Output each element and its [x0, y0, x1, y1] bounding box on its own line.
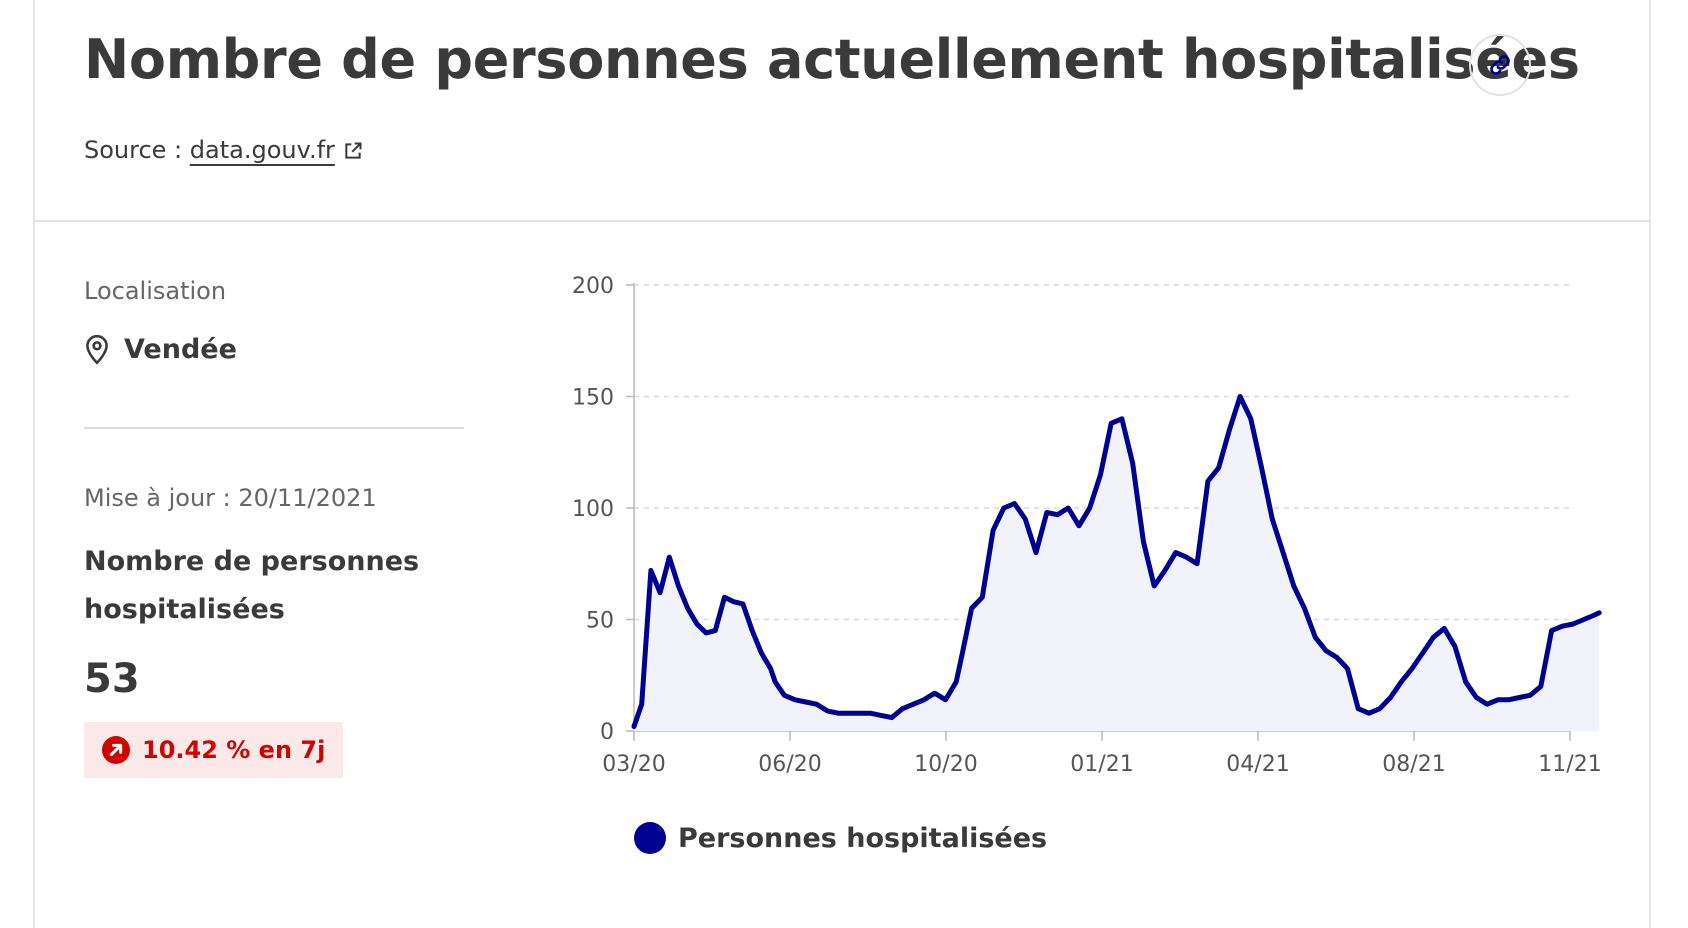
y-tick-label: 150 [572, 386, 614, 411]
x-tick-label: 08/21 [1382, 752, 1445, 777]
map-pin-icon [86, 334, 108, 365]
x-tick-label: 10/20 [914, 752, 977, 777]
y-tick-label: 200 [572, 274, 614, 299]
link-icon [1490, 55, 1510, 75]
legend-label: Personnes hospitalisées [678, 822, 1048, 854]
sidebar-divider [84, 427, 464, 429]
source-line: Source : data.gouv.fr [84, 136, 363, 164]
indicator-card [33, 0, 1651, 928]
series-area [634, 396, 1600, 731]
trend-text: 10.42 % en 7j [142, 736, 326, 764]
y-tick-label: 100 [572, 497, 614, 522]
copy-link-button[interactable] [1469, 34, 1531, 96]
arrow-up-right-icon [102, 736, 130, 764]
source-label: Source : [84, 136, 190, 164]
external-link-icon [345, 142, 362, 159]
indicator-value: 53 [84, 656, 140, 702]
series-line [631, 394, 1602, 729]
indicator-title: Nombre de personnes hospitalisées [84, 546, 420, 625]
location-value[interactable]: Vendée [84, 333, 237, 365]
page-title: Nombre de personnes actuellement hospita… [84, 28, 1580, 91]
y-tick-label: 0 [600, 720, 614, 745]
x-tick-label: 11/21 [1538, 752, 1601, 777]
x-tick-label: 06/20 [758, 752, 821, 777]
location-name: Vendée [124, 333, 237, 365]
source-link[interactable]: data.gouv.fr [190, 136, 363, 164]
trend-badge: 10.42 % en 7j [84, 722, 344, 778]
update-date: Mise à jour : 20/11/2021 [84, 484, 377, 512]
legend-dot [634, 822, 666, 854]
chart-legend[interactable]: Personnes hospitalisées [634, 822, 1047, 854]
x-tick-label: 04/21 [1226, 752, 1289, 777]
source-link-text: data.gouv.fr [189, 136, 335, 164]
header-divider [35, 220, 1649, 222]
location-label: Localisation [84, 277, 227, 305]
x-tick-label: 01/21 [1070, 752, 1133, 777]
x-tick-label: 03/20 [602, 752, 665, 777]
y-tick-label: 50 [586, 609, 614, 634]
